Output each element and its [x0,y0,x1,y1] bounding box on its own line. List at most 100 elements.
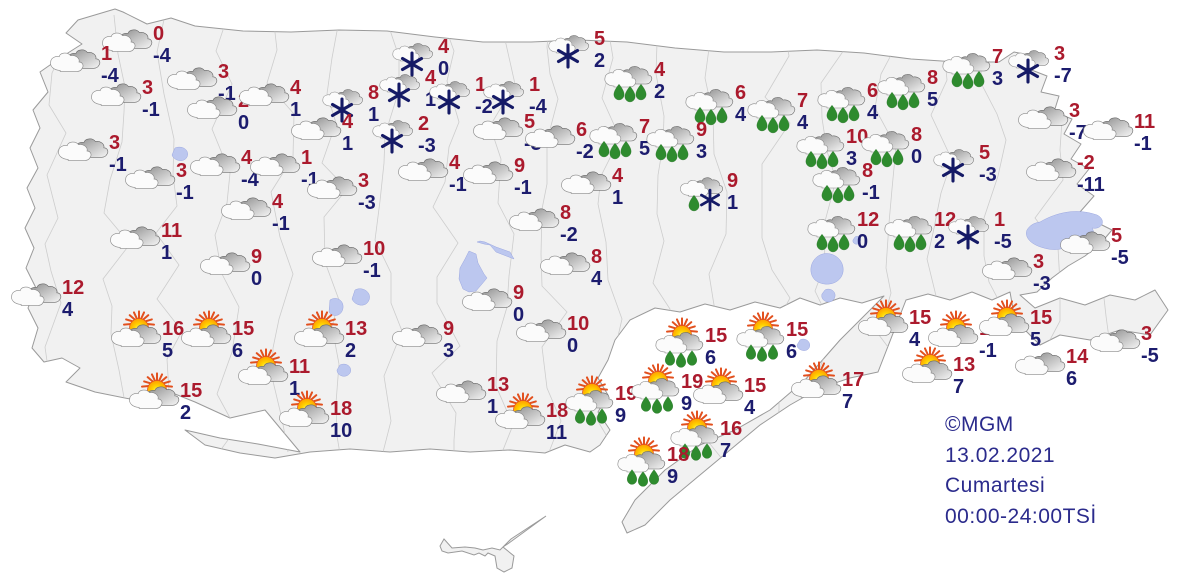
svg-text:3: 3 [109,132,120,154]
svg-text:-1: -1 [272,213,290,235]
svg-text:15: 15 [786,319,808,341]
svg-text:3: 3 [992,68,1003,90]
svg-text:-2: -2 [475,96,493,118]
svg-text:4: 4 [654,59,666,81]
svg-text:-2: -2 [1077,152,1095,174]
svg-text:8: 8 [560,202,571,224]
svg-text:3: 3 [176,160,187,182]
svg-text:-3: -3 [418,135,436,157]
svg-text:19: 19 [681,371,703,393]
svg-text:0: 0 [153,23,164,45]
svg-text:4: 4 [735,104,747,126]
svg-text:5: 5 [162,340,173,362]
svg-text:3: 3 [443,340,454,362]
svg-text:-11: -11 [1077,174,1105,196]
svg-text:4: 4 [290,77,302,99]
svg-text:9: 9 [727,170,738,192]
svg-text:-1: -1 [514,177,532,199]
svg-text:-7: -7 [1054,65,1072,87]
svg-text:2: 2 [654,81,665,103]
svg-text:8: 8 [591,246,602,268]
svg-text:10: 10 [567,313,589,335]
svg-text:2: 2 [180,402,191,424]
svg-text:18: 18 [667,444,689,466]
svg-text:4: 4 [62,299,74,321]
svg-text:3: 3 [1054,43,1065,65]
svg-text:-4: -4 [153,45,172,67]
svg-text:0: 0 [438,58,449,80]
svg-text:9: 9 [681,393,692,415]
svg-text:4: 4 [867,102,879,124]
svg-text:9: 9 [514,155,525,177]
svg-text:5: 5 [594,28,605,50]
svg-text:4: 4 [425,67,437,89]
svg-text:3: 3 [1069,100,1080,122]
svg-text:-3: -3 [1033,273,1051,295]
svg-text:2: 2 [418,113,429,135]
svg-text:1: 1 [487,396,498,418]
svg-text:7: 7 [842,391,853,413]
svg-text:1: 1 [529,74,540,96]
svg-text:3: 3 [846,148,857,170]
svg-text:-1: -1 [1134,133,1152,155]
svg-text:18: 18 [546,400,568,422]
svg-text:6: 6 [735,82,746,104]
svg-text:5: 5 [524,111,535,133]
svg-text:12: 12 [857,209,879,231]
svg-text:4: 4 [612,165,624,187]
svg-text:-1: -1 [109,154,127,176]
svg-text:7: 7 [953,376,964,398]
svg-text:11: 11 [289,356,310,378]
svg-text:1: 1 [612,187,623,209]
svg-text:1: 1 [368,104,379,126]
svg-text:15: 15 [744,375,766,397]
svg-text:16: 16 [720,418,742,440]
svg-text:6: 6 [232,340,243,362]
svg-text:2: 2 [345,340,356,362]
svg-text:1: 1 [290,99,301,121]
svg-text:0: 0 [513,304,524,326]
svg-text:4: 4 [449,152,461,174]
svg-text:10: 10 [330,420,352,442]
svg-text:9: 9 [443,318,454,340]
svg-text:6: 6 [786,341,797,363]
svg-text:11: 11 [546,422,567,444]
svg-text:0: 0 [567,335,578,357]
svg-text:7: 7 [992,46,1003,68]
svg-text:7: 7 [720,440,731,462]
svg-text:8: 8 [911,124,922,146]
svg-text:4: 4 [909,329,921,351]
svg-text:5: 5 [1111,225,1122,247]
svg-text:0: 0 [238,112,249,134]
svg-text:9: 9 [251,246,262,268]
svg-text:6: 6 [867,80,878,102]
svg-text:16: 16 [162,318,184,340]
svg-text:1: 1 [727,192,738,214]
svg-text:2: 2 [594,50,605,72]
svg-text:-1: -1 [142,99,160,121]
svg-text:-5: -5 [1111,247,1129,269]
svg-text:1: 1 [994,209,1005,231]
svg-text:13: 13 [345,318,367,340]
svg-text:3: 3 [1033,251,1044,273]
svg-text:3: 3 [142,77,153,99]
svg-text:-1: -1 [979,340,997,362]
svg-text:15: 15 [232,318,254,340]
svg-text:6: 6 [576,119,587,141]
svg-text:3: 3 [358,170,369,192]
svg-text:0: 0 [251,268,262,290]
svg-text:8: 8 [927,67,938,89]
svg-text:6: 6 [1066,368,1077,390]
svg-text:7: 7 [797,90,808,112]
svg-text:4: 4 [438,36,450,58]
svg-text:-4: -4 [101,65,120,87]
svg-text:-3: -3 [979,164,997,186]
svg-text:8: 8 [368,82,379,104]
svg-text:9: 9 [696,119,707,141]
svg-text:0: 0 [911,146,922,168]
svg-text:1: 1 [161,242,172,264]
svg-text:18: 18 [330,398,352,420]
svg-text:17: 17 [842,369,864,391]
svg-text:13: 13 [487,374,509,396]
svg-text:4: 4 [342,111,354,133]
